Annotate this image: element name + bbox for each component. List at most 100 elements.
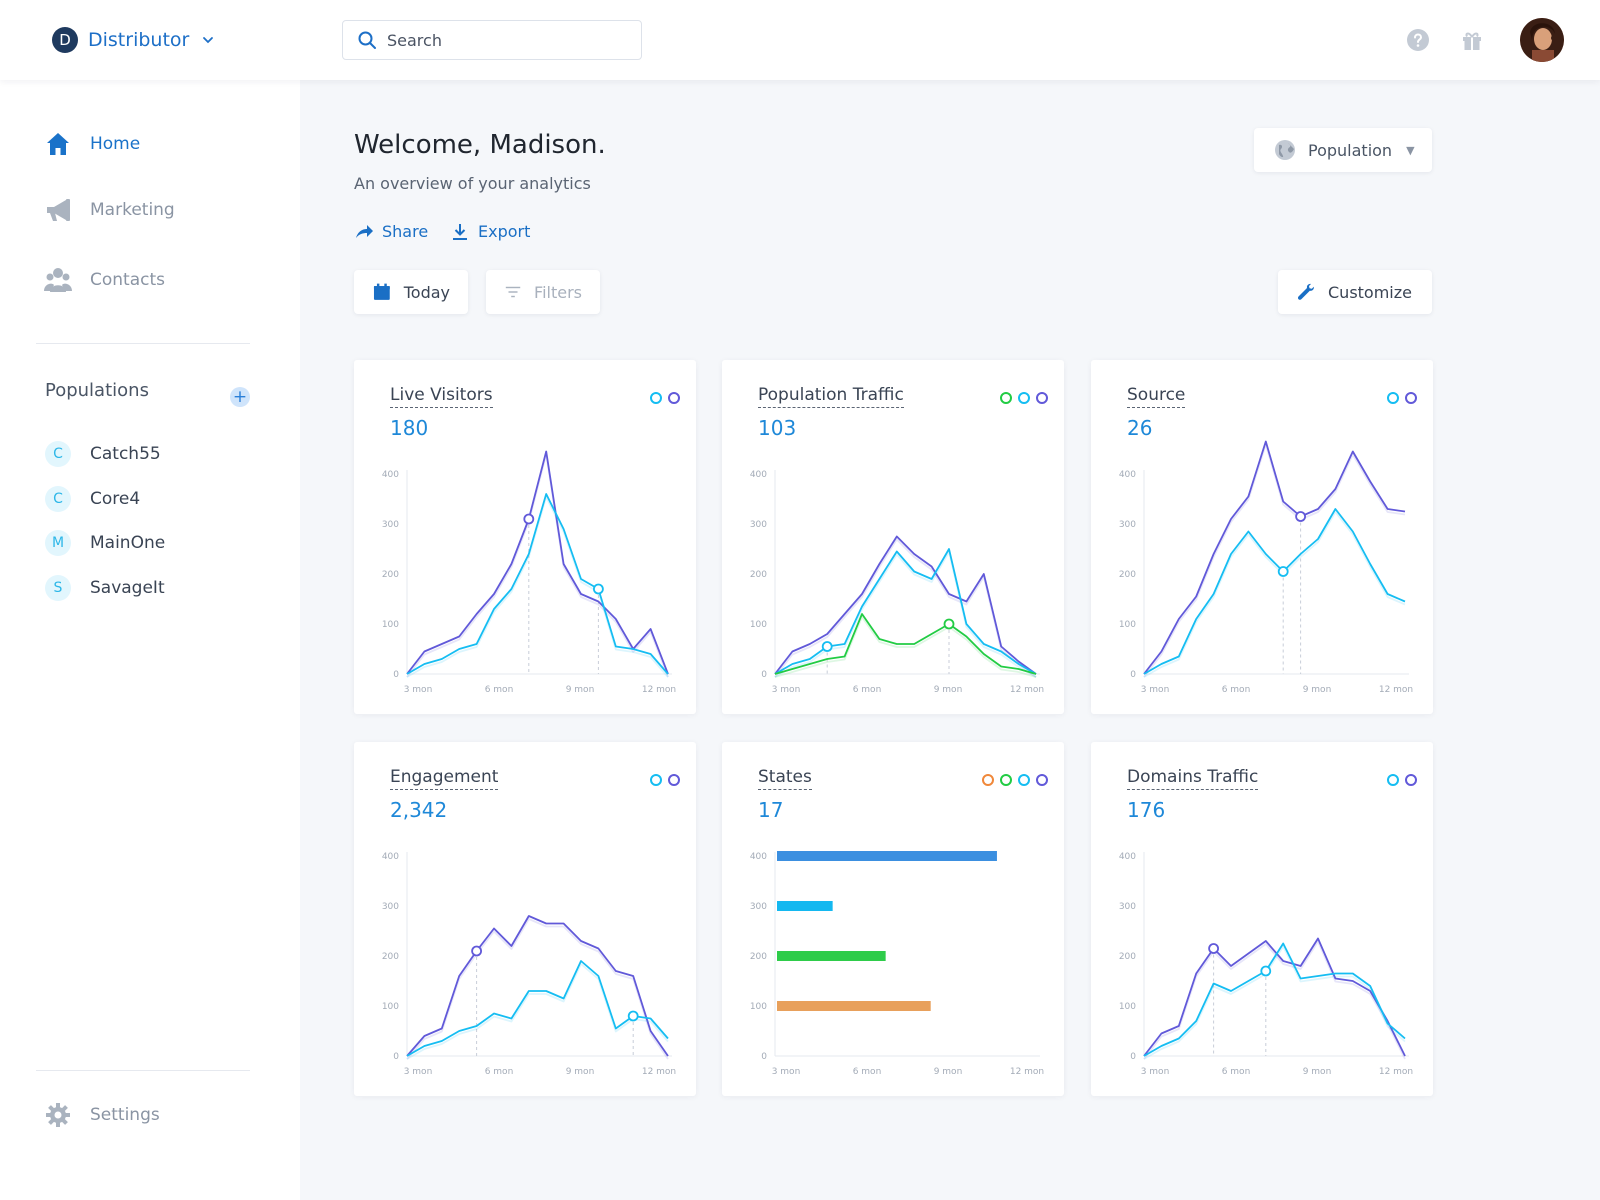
card-value: 176 xyxy=(1127,798,1166,822)
today-label: Today xyxy=(403,282,450,302)
series-line-cyan xyxy=(1143,508,1406,675)
app-switcher[interactable]: D Distributor xyxy=(52,27,215,53)
x-tick-label: 3 mon xyxy=(1141,685,1170,695)
gift-icon[interactable] xyxy=(1460,28,1484,52)
filters-button[interactable]: Filters xyxy=(486,270,600,314)
card-title[interactable]: Population Traffic xyxy=(758,384,904,408)
series-line-cyan xyxy=(1143,942,1406,1057)
series-toggle-purple[interactable] xyxy=(1405,774,1417,786)
search-input[interactable] xyxy=(387,30,607,50)
data-point-marker xyxy=(523,513,535,525)
card-value: 180 xyxy=(390,416,429,440)
nav-item-settings[interactable]: Settings xyxy=(44,1101,160,1129)
y-tick-label: 300 xyxy=(382,902,399,912)
population-item[interactable]: C Core4 xyxy=(45,486,140,512)
population-label: Catch55 xyxy=(90,444,161,464)
nav-item-marketing[interactable]: Marketing xyxy=(44,196,175,224)
y-tick-label: 100 xyxy=(1119,620,1136,630)
card-value: 2,342 xyxy=(390,798,448,822)
population-item[interactable]: M MainOne xyxy=(45,530,165,556)
line-chart: 0 100 200 300 400 3 mon 6 mon 9 mon 12 mon xyxy=(382,450,676,695)
x-tick-label: 12 mon xyxy=(1010,1067,1044,1077)
series-toggles xyxy=(644,392,680,404)
population-badge: C xyxy=(45,441,71,467)
populations-heading: Populations xyxy=(45,380,149,401)
population-item[interactable]: C Catch55 xyxy=(45,441,161,467)
y-tick-label: 300 xyxy=(382,520,399,530)
x-tick-label: 3 mon xyxy=(772,1067,801,1077)
bar xyxy=(777,1001,931,1011)
help-icon[interactable] xyxy=(1406,28,1430,52)
share-button[interactable]: Share xyxy=(354,222,428,241)
export-button[interactable]: Export xyxy=(450,222,530,241)
filters-label: Filters xyxy=(534,282,582,302)
series-toggle-cyan[interactable] xyxy=(1387,774,1399,786)
chart-card-population-traffic: 0 100 200 300 400 3 mon 6 mon 9 mon 12 mon Popul… xyxy=(722,360,1064,714)
x-tick-label: 9 mon xyxy=(566,685,595,695)
x-tick-label: 9 mon xyxy=(934,1067,963,1077)
data-point-marker xyxy=(471,945,482,957)
series-toggle-purple[interactable] xyxy=(1036,774,1048,786)
caret-down-icon: ▼ xyxy=(1406,143,1415,157)
bar xyxy=(777,851,997,861)
user-avatar[interactable] xyxy=(1520,18,1564,62)
series-toggle-purple[interactable] xyxy=(1036,392,1048,404)
series-line-shadow xyxy=(406,918,669,1060)
y-tick-label: 300 xyxy=(750,902,767,912)
y-tick-label: 400 xyxy=(382,852,399,862)
search-box[interactable] xyxy=(342,20,642,60)
card-title[interactable]: Domains Traffic xyxy=(1127,766,1259,790)
data-point-marker xyxy=(1260,965,1272,977)
chart-card-states: 0 100 200 300 400 3 mon 6 mon 9 mon 12 mon State… xyxy=(722,742,1064,1096)
card-title[interactable]: Source xyxy=(1127,384,1186,408)
y-tick-label: 200 xyxy=(382,952,399,962)
today-button[interactable]: Today xyxy=(354,270,468,314)
search-icon xyxy=(358,31,376,49)
x-tick-label: 9 mon xyxy=(934,685,963,695)
nav-item-home[interactable]: Home xyxy=(44,130,140,158)
y-tick-label: 100 xyxy=(750,1002,767,1012)
y-tick-label: 100 xyxy=(382,1002,399,1012)
nav-item-contacts[interactable]: Contacts xyxy=(44,266,165,294)
megaphone-icon xyxy=(47,199,70,221)
series-line-purple xyxy=(774,535,1037,675)
series-toggle-green[interactable] xyxy=(1000,774,1012,786)
series-toggle-orange[interactable] xyxy=(982,774,994,786)
series-toggle-purple[interactable] xyxy=(668,774,680,786)
series-line-purple xyxy=(1143,440,1406,675)
series-toggle-green[interactable] xyxy=(1000,392,1012,404)
top-bar: D Distributor xyxy=(0,0,1600,80)
calendar-icon xyxy=(373,283,390,300)
x-tick-label: 12 mon xyxy=(1379,1067,1413,1077)
series-toggle-cyan[interactable] xyxy=(1018,392,1030,404)
card-title[interactable]: Live Visitors xyxy=(390,384,493,408)
x-tick-label: 6 mon xyxy=(853,1067,882,1077)
series-toggle-cyan[interactable] xyxy=(1018,774,1030,786)
x-tick-label: 3 mon xyxy=(404,685,433,695)
chart-card-live-visitors: 0 100 200 300 400 3 mon 6 mon 9 mon 12 mon Live … xyxy=(354,360,696,714)
series-line-shadow xyxy=(406,963,669,1060)
filter-icon xyxy=(505,286,521,298)
population-item[interactable]: S SavageIt xyxy=(45,575,165,601)
y-tick-label: 0 xyxy=(393,1052,399,1062)
add-population-button[interactable]: + xyxy=(230,387,250,407)
series-line-cyan xyxy=(406,493,669,675)
series-toggle-cyan[interactable] xyxy=(1387,392,1399,404)
line-chart: 0 100 200 300 400 3 mon 6 mon 9 mon 12 mon xyxy=(1119,852,1413,1077)
card-title[interactable]: States xyxy=(758,766,812,790)
card-title[interactable]: Engagement xyxy=(390,766,499,790)
bar xyxy=(777,901,833,911)
series-toggle-cyan[interactable] xyxy=(650,774,662,786)
series-toggles xyxy=(644,774,680,786)
card-value: 17 xyxy=(758,798,784,822)
series-toggle-purple[interactable] xyxy=(1405,392,1417,404)
series-line-green xyxy=(774,613,1037,675)
population-selector[interactable]: Population ▼ xyxy=(1254,128,1432,172)
x-tick-label: 12 mon xyxy=(1379,685,1413,695)
series-toggle-purple[interactable] xyxy=(668,392,680,404)
customize-button[interactable]: Customize xyxy=(1278,270,1432,314)
series-toggle-cyan[interactable] xyxy=(650,392,662,404)
y-tick-label: 300 xyxy=(1119,902,1136,912)
share-label: Share xyxy=(382,222,429,241)
data-point-marker xyxy=(1295,511,1307,522)
